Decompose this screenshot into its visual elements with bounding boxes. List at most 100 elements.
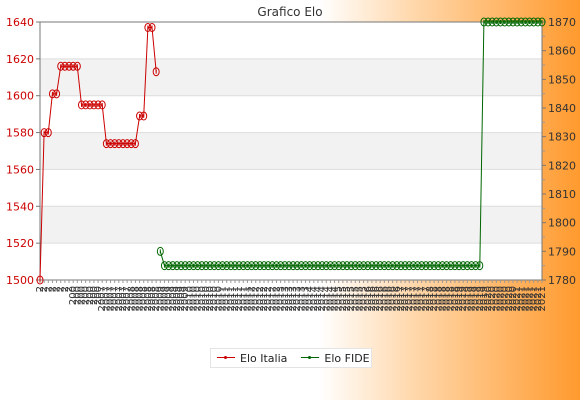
x-axis-tick-label: 2019: [466, 286, 477, 311]
right-axis-tick-label: 1840: [548, 102, 576, 115]
x-axis-tick-label: 2016: [379, 286, 390, 311]
left-axis-tick-label: 1500: [6, 274, 34, 287]
data-point-1: [297, 261, 305, 271]
x-axis-tick-label: 2009: [159, 286, 170, 311]
data-point-1: [513, 17, 521, 27]
legend-item-elo-fide[interactable]: Elo FIDE: [301, 351, 370, 365]
x-axis-tick-label: 2011: [238, 286, 249, 311]
x-axis-tick-label: 2013: [280, 286, 291, 311]
x-axis-tick-label: 200: [89, 286, 100, 305]
data-point-1: [418, 261, 426, 271]
x-axis-tick-label: 2018: [429, 286, 440, 311]
x-axis-tick-label: 2013: [288, 286, 299, 311]
data-point-1: [318, 261, 326, 271]
x-axis-tick-label: 2011: [226, 286, 237, 311]
data-point-1: [190, 261, 198, 271]
data-point-0: [123, 139, 131, 149]
data-point-0: [86, 100, 94, 110]
left-axis-tick-label: 1540: [6, 200, 34, 213]
data-point-1: [223, 261, 231, 271]
x-axis-tick-label: 2021: [533, 286, 544, 311]
data-point-1: [389, 261, 397, 271]
x-axis-tick-label: 2012: [251, 286, 262, 311]
x-axis-tick-label: 2020: [487, 286, 498, 311]
data-point-1: [343, 261, 351, 271]
x-axis-tick-label: 2021: [525, 286, 536, 311]
x-axis-tick-label: 200: [81, 286, 92, 305]
data-point-1: [351, 261, 359, 271]
legend-swatch-elo-italia: [217, 354, 235, 362]
left-axis-tick-label: 1560: [6, 163, 34, 176]
data-point-1: [181, 261, 189, 271]
data-point-0: [61, 61, 69, 71]
data-point-1: [397, 261, 405, 271]
x-axis-tick-label: 2: [60, 286, 71, 292]
right-axis-tick-label: 1780: [548, 274, 576, 287]
data-point-1: [355, 261, 363, 271]
data-point-1: [293, 261, 301, 271]
data-point-1: [214, 261, 222, 271]
data-point-1: [505, 17, 513, 27]
x-axis-tick-label: 2011: [230, 286, 241, 311]
data-point-0: [140, 111, 148, 121]
x-axis-tick-label: 2018: [433, 286, 444, 311]
data-point-1: [314, 261, 322, 271]
x-axis-tick-label: 2017: [408, 286, 419, 311]
data-point-1: [202, 261, 210, 271]
grid-band: [40, 206, 542, 244]
data-point-1: [405, 261, 413, 271]
x-axis-tick-label: 200: [85, 286, 96, 305]
chart-title: Grafico Elo: [257, 5, 322, 19]
data-point-1: [360, 261, 368, 271]
data-point-1: [210, 261, 218, 271]
grid-band: [40, 132, 542, 170]
data-point-1: [289, 261, 297, 271]
x-axis-tick-label: 2018: [442, 286, 453, 311]
x-axis-tick-label: 200: [72, 286, 83, 305]
data-point-1: [530, 17, 538, 27]
data-point-1: [281, 261, 289, 271]
x-axis-tick-label: 2014: [317, 286, 328, 311]
data-point-1: [268, 261, 276, 271]
x-axis-tick-label: 2010: [213, 286, 224, 311]
x-axis-tick-label: 2007: [122, 286, 133, 311]
x-axis-tick-label: 2009: [172, 286, 183, 311]
x-axis-tick-label: 2010: [209, 286, 220, 311]
x-axis-tick-label: 2012: [255, 286, 266, 311]
grid-band: [40, 58, 542, 96]
x-axis-tick-label: 2014: [309, 286, 320, 311]
x-axis-tick-label: 2: [43, 286, 54, 292]
data-point-1: [384, 261, 392, 271]
x-axis-tick-label: 2: [56, 286, 67, 292]
data-point-1: [467, 261, 475, 271]
x-axis-tick-label: 2014: [321, 286, 332, 311]
x-axis-tick-label: 2007: [118, 286, 129, 311]
x-axis-tick-label: 2009: [155, 286, 166, 311]
x-axis-tick-label: 2013: [292, 286, 303, 311]
data-point-0: [53, 89, 61, 99]
x-axis-tick-label: 2009: [180, 286, 191, 311]
x-axis-tick-label: 2018: [425, 286, 436, 311]
x-axis-tick-label: 2015: [342, 286, 353, 311]
data-point-1: [443, 261, 451, 271]
data-point-1: [426, 261, 434, 271]
x-axis-tick-label: 2: [47, 286, 58, 292]
x-axis-tick-label: 2020: [496, 286, 507, 311]
x-axis-tick-label: 2015: [346, 286, 357, 311]
data-point-1: [326, 261, 334, 271]
x-axis-tick-label: 2021: [520, 286, 531, 311]
legend-item-elo-italia[interactable]: Elo Italia: [217, 352, 287, 365]
x-axis-tick-label: 2012: [271, 286, 282, 311]
data-point-0: [36, 275, 44, 285]
x-axis-tick-label: 2010: [201, 286, 212, 311]
x-axis-tick-label: 2010: [184, 286, 195, 311]
x-axis-tick-label: 2018: [446, 286, 457, 311]
data-point-0: [136, 111, 144, 121]
x-axis-tick-label: 2013: [296, 286, 307, 311]
x-axis-tick-label: 2015: [350, 286, 361, 311]
data-point-1: [414, 261, 422, 271]
data-point-1: [177, 261, 185, 271]
x-axis-tick-label: 2008: [130, 286, 141, 311]
legend-swatch-elo-fide: [301, 354, 320, 362]
legend-label-elo-fide: Elo FIDE: [324, 351, 370, 365]
